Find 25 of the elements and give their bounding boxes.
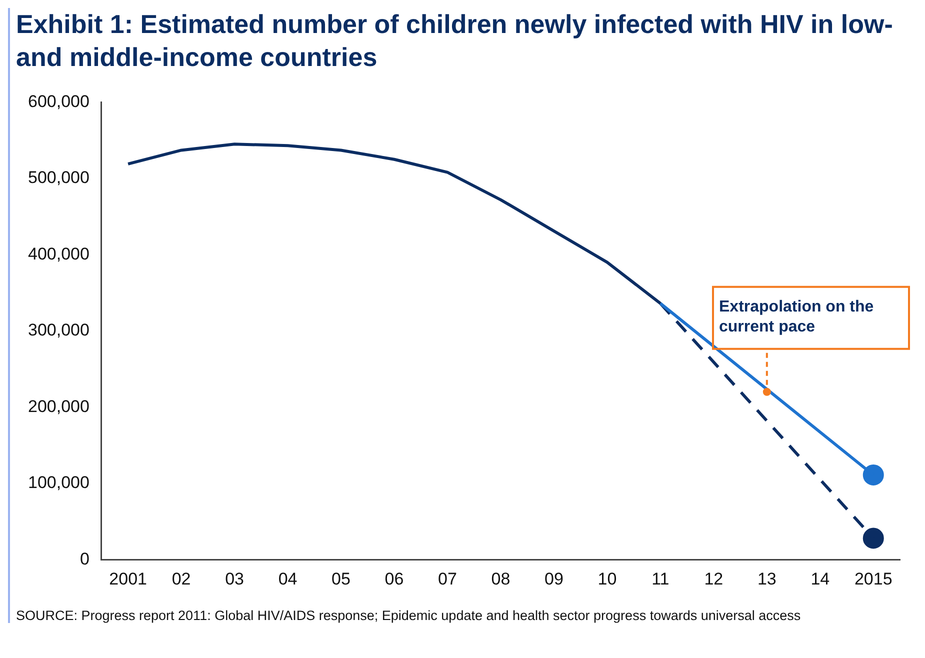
x-tick-label: 2015 [854,569,892,588]
y-tick-label: 0 [80,549,90,568]
chart-title: Exhibit 1: Estimated number of children newly infected with HIV in low- and middle-income countries [16,8,894,74]
x-tick-label: 11 [652,569,670,588]
source-note: SOURCE: Progress report 2011: Global HIV/AIDS response; Epidemic update and health sector progress towards universal access [16,608,802,623]
y-tick-label: 200,000 [28,396,90,416]
x-tick-label: 05 [332,569,350,588]
x-tick-label: 07 [438,569,457,588]
x-tick-label: 10 [598,569,617,588]
x-tick-label: 12 [704,569,724,588]
x-tick-label: 2001 [109,569,147,588]
x-tick-label: 02 [172,569,191,588]
x-tick-label: 08 [491,569,510,588]
x-tick-label: 06 [384,569,404,588]
y-tick-label: 600,000 [28,92,90,111]
annotation: Extrapolation on the current pace [719,298,874,336]
x-tick-label: 14 [810,569,830,588]
x-tick-label: 03 [225,569,244,588]
x-tick-label: 04 [278,569,298,588]
x-tick-label: 09 [544,569,564,588]
y-tick-label: 500,000 [28,168,90,188]
y-tick-label: 300,000 [28,320,90,340]
y-tick-label: 100,000 [28,473,90,492]
x-tick-label: 13 [757,569,776,588]
y-tick-label: 400,000 [28,244,90,264]
